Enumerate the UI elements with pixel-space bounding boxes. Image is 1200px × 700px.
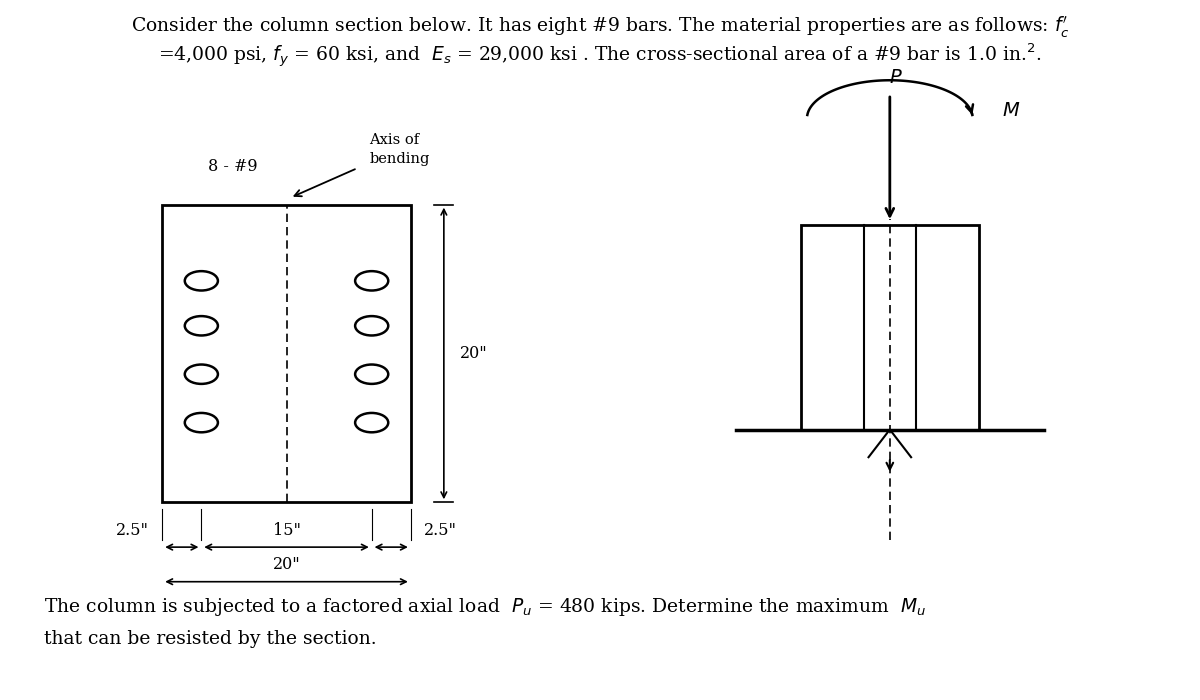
Text: 2.5": 2.5" (424, 522, 457, 539)
Text: 8 - #9: 8 - #9 (209, 158, 258, 175)
Text: =4,000 psi, $f_y$ = 60 ksi, and  $E_s$ = 29,000 ksi . The cross-sectional area o: =4,000 psi, $f_y$ = 60 ksi, and $E_s$ = … (158, 42, 1042, 70)
Bar (802, 225, 978, 430)
Text: 15": 15" (272, 522, 300, 539)
Circle shape (185, 413, 218, 433)
Text: 2.5": 2.5" (116, 522, 149, 539)
Text: $P$: $P$ (889, 69, 902, 88)
Text: 20": 20" (461, 345, 488, 362)
Text: Axis of
bending: Axis of bending (370, 133, 430, 166)
Circle shape (185, 316, 218, 335)
Circle shape (355, 365, 389, 384)
Circle shape (355, 271, 389, 290)
Circle shape (355, 413, 389, 433)
Bar (162, 204, 410, 502)
Text: The column is subjected to a factored axial load  $P_u$ = 480 kips. Determine th: The column is subjected to a factored ax… (44, 596, 926, 617)
Circle shape (185, 365, 218, 384)
Circle shape (355, 316, 389, 335)
Text: that can be resisted by the section.: that can be resisted by the section. (44, 630, 377, 648)
Circle shape (185, 271, 218, 290)
Text: $M$: $M$ (1002, 102, 1020, 120)
Text: Consider the column section below. It has eight #9 bars. The material properties: Consider the column section below. It ha… (131, 15, 1069, 40)
Text: 20": 20" (272, 556, 300, 573)
